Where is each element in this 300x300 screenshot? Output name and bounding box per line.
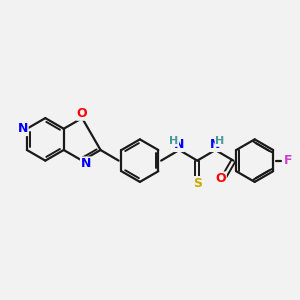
Text: F: F bbox=[284, 154, 292, 167]
Text: S: S bbox=[193, 177, 202, 190]
Text: N: N bbox=[17, 122, 28, 135]
Text: N: N bbox=[81, 157, 91, 170]
Text: O: O bbox=[77, 107, 87, 120]
Text: N: N bbox=[174, 138, 184, 151]
Text: H: H bbox=[215, 136, 225, 146]
Text: H: H bbox=[169, 136, 178, 146]
Text: N: N bbox=[210, 138, 220, 151]
Text: O: O bbox=[215, 172, 226, 185]
